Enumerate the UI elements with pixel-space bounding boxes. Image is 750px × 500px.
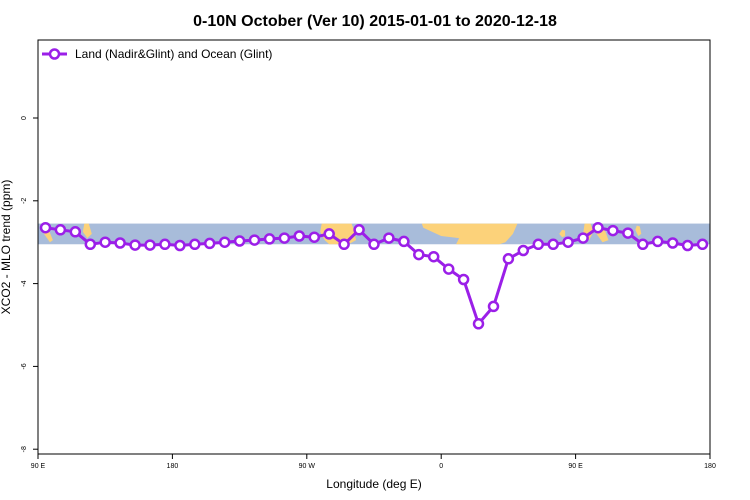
y-tick-label: -2: [21, 198, 28, 204]
land-pacific-islands: [635, 225, 642, 236]
data-point: [368, 238, 380, 251]
data-point: [637, 238, 649, 251]
data-point: [203, 237, 216, 250]
y-tick-label: -6: [21, 363, 28, 369]
y-tick-label: -4: [21, 280, 28, 286]
data-point: [189, 238, 201, 251]
data-point: [457, 273, 470, 286]
series-points-group: [39, 221, 709, 330]
data-point: [622, 227, 634, 239]
x-axis: 90 E 180 90 W 0 90 E 180: [31, 454, 716, 470]
x-tick-label: 180: [704, 463, 716, 470]
data-point: [84, 238, 97, 251]
x-tick-label: 180: [167, 463, 179, 470]
data-point: [129, 239, 141, 251]
data-point: [233, 235, 246, 247]
data-point: [278, 232, 291, 244]
data-point: [144, 239, 156, 251]
data-point: [99, 236, 111, 248]
x-tick-label: 90 W: [299, 463, 316, 470]
x-tick-label: 0: [439, 463, 443, 470]
x-tick-label: 90 E: [31, 463, 46, 470]
data-point: [562, 236, 574, 248]
data-point: [383, 232, 395, 244]
data-point: [308, 231, 321, 243]
y-axis: 0 -2 -4 -6 -8: [21, 116, 38, 452]
legend: Land (Nadir&Glint) and Ocean (Glint): [42, 47, 272, 61]
data-point: [159, 238, 171, 251]
data-point: [398, 235, 410, 248]
legend-marker-swatch: [48, 48, 61, 60]
data-point: [696, 238, 709, 251]
data-point: [502, 253, 515, 265]
data-point: [577, 232, 589, 244]
data-point: [353, 224, 365, 236]
data-point: [547, 238, 559, 251]
data-point: [69, 226, 82, 238]
land-borneo: [82, 223, 92, 239]
data-point: [338, 238, 350, 251]
data-point: [427, 250, 440, 263]
data-point: [114, 237, 126, 249]
x-axis-label: Longitude (deg E): [326, 477, 421, 491]
data-point: [248, 234, 261, 246]
data-point: [54, 224, 67, 236]
data-point: [39, 221, 52, 234]
x-tick-label: 90 E: [568, 463, 583, 470]
y-tick-label: -8: [21, 446, 28, 452]
data-point: [263, 233, 276, 245]
data-point: [293, 230, 306, 242]
data-point: [487, 300, 500, 313]
data-point: [607, 224, 619, 237]
data-point: [517, 244, 530, 257]
data-point: [472, 318, 485, 330]
land-sri-lanka: [559, 229, 566, 238]
data-point: [174, 239, 186, 252]
y-axis-label: XCO2 - MLO trend (ppm): [0, 180, 13, 315]
plot-frame: [37, 39, 711, 455]
data-point: [442, 263, 455, 275]
data-point: [666, 237, 679, 249]
data-point: [218, 236, 231, 248]
y-tick-label: 0: [21, 116, 28, 120]
data-point: [681, 239, 694, 252]
data-point: [592, 221, 604, 234]
legend-label: Land (Nadir&Glint) and Ocean (Glint): [75, 47, 272, 61]
data-point: [532, 238, 545, 251]
data-point: [651, 235, 664, 248]
data-point: [413, 248, 425, 261]
land-africa: [421, 223, 518, 245]
chart-title: 0-10N October (Ver 10) 2015-01-01 to 202…: [193, 13, 557, 30]
data-point: [323, 228, 335, 240]
